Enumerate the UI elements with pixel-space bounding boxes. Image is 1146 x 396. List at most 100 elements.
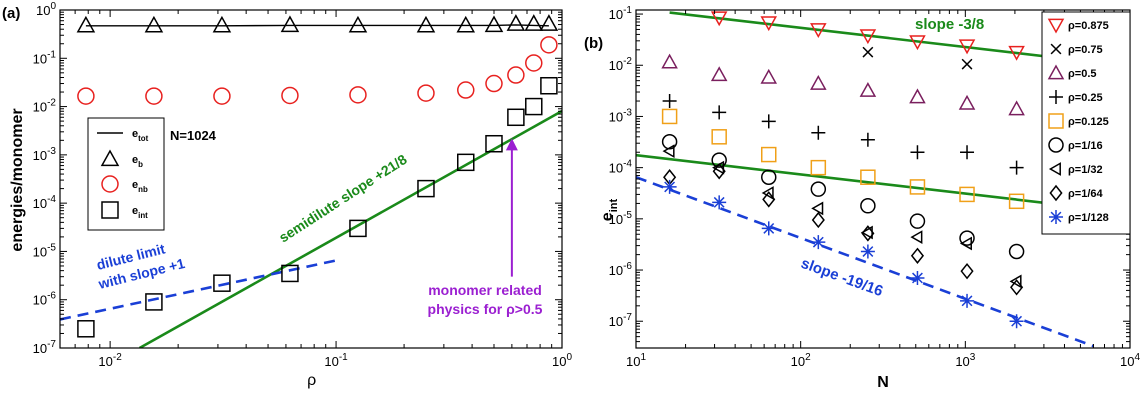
series-e-tot-line (85, 24, 549, 27)
y-axis-label: eint (599, 198, 620, 221)
legend-label: ρ=1/128 (1068, 212, 1109, 224)
legend-marker (101, 175, 119, 193)
fit-line (138, 109, 562, 348)
series-ρ=1/128-point (860, 244, 875, 259)
series-ρ=0.5-point (661, 53, 678, 69)
series-ρ=1/16-point (711, 152, 727, 168)
series-e-int-point (417, 179, 435, 198)
legend-marker (1047, 64, 1065, 80)
series-ρ=0.5-point (909, 88, 926, 104)
x-tick-label: 10-2 (98, 352, 122, 369)
series-e-nb-point (540, 36, 558, 54)
series-ρ=1/32-point (761, 186, 774, 200)
series-e-b-point (484, 15, 504, 33)
series-ρ=0.125-point (711, 129, 727, 145)
series-e-b-point (76, 15, 96, 33)
series-ρ=0.875-point (958, 39, 976, 55)
y-tick-label: 10-1 (609, 5, 633, 22)
slope-minus-19-16-label: slope -19/16 (799, 255, 886, 300)
plot-area (60, 14, 562, 348)
y-tick-label: 10-6 (33, 291, 57, 308)
y-tick-label: 10-3 (609, 107, 633, 124)
y-tick-label: 100 (36, 1, 56, 18)
series-ρ=0.25-point (761, 114, 776, 129)
series-ρ=1/16-point (909, 213, 926, 229)
legend-box (87, 117, 165, 231)
series-ρ=1/128-point (662, 179, 677, 194)
series-e-int-point (77, 320, 95, 338)
series-ρ=0.125-point (661, 108, 678, 125)
series-e-nb-point (485, 74, 503, 93)
series-ρ=1/128-point (910, 270, 925, 285)
legend-marker (1048, 162, 1061, 176)
panel-label-b: (b) (584, 35, 603, 52)
series-ρ=1/32-point (910, 230, 923, 244)
series-e-int-point (507, 108, 525, 127)
series-ρ=0.875-point (859, 29, 877, 45)
series-ρ=0.875-point (810, 23, 827, 39)
legend-marker (1049, 184, 1063, 202)
series-ρ=0.125-point (909, 179, 926, 195)
series-e-nb-point (417, 84, 435, 102)
series-ρ=0.125-point (810, 159, 827, 176)
series-ρ=1/128-point (712, 195, 727, 210)
series-ρ=0.25-point (712, 105, 727, 120)
legend-label: etot (132, 128, 149, 143)
legend-label: ρ=0.875 (1068, 20, 1109, 32)
series-ρ=0.875-point (710, 11, 728, 27)
x-axis-label: N (877, 374, 889, 391)
series-ρ=1/128-point (1009, 314, 1024, 329)
x-tick-label: 104 (1120, 352, 1140, 369)
series-ρ=1/128-point (761, 221, 776, 236)
series-ρ=1/16-point (761, 169, 777, 185)
series-e-int-point (213, 274, 231, 292)
series-e-b-point (524, 14, 544, 31)
series-ρ=1/64-point (811, 211, 825, 229)
fit-line (60, 259, 337, 321)
series-ρ=1/64-point (712, 163, 726, 180)
legend-marker (1049, 210, 1063, 224)
series-ρ=1/64-point (1010, 279, 1024, 296)
legend-marker (101, 201, 119, 219)
series-ρ=1/32-point (811, 201, 824, 216)
series-ρ=1/64-point (861, 225, 875, 242)
legend-label: ρ=0.75 (1068, 44, 1103, 56)
series-ρ=0.25-point (910, 145, 925, 160)
semidilute-slope-label: semidilute slope +21/8 (276, 151, 410, 246)
series-ρ=0.125-point (959, 186, 975, 203)
series-ρ=0.5-point (710, 66, 728, 82)
series-ρ=1/32-point (1009, 274, 1022, 289)
x-tick-label: 100 (552, 352, 572, 369)
series-ρ=1/16-point (810, 181, 827, 197)
legend-marker (1048, 113, 1064, 129)
series-e-int-point (540, 76, 558, 95)
series-ρ=0.5-point (760, 68, 778, 84)
series-ρ=0.875-point (760, 16, 778, 32)
series-e-nb-point (213, 87, 231, 105)
series-ρ=1/16-point (860, 198, 876, 214)
series-ρ=0.25-point (860, 132, 875, 147)
series-ρ=1/16-point (959, 230, 975, 246)
legend-label: ρ=0.125 (1068, 116, 1109, 128)
series-ρ=1/32-point (662, 144, 675, 159)
series-ρ=1/128-point (811, 235, 826, 250)
series-e-b-point (212, 15, 232, 33)
series-e-b-point (416, 15, 436, 33)
series-e-nb-point (349, 86, 367, 104)
legend-label: ρ=1/64 (1068, 188, 1104, 200)
legend-label: eb (132, 154, 143, 169)
series-e-nb-point (525, 54, 543, 72)
y-tick-label: 10-2 (609, 56, 633, 73)
series-ρ=0.75-point (862, 46, 874, 58)
legend-title: N=1024 (170, 128, 217, 143)
series-e-nb-point (507, 66, 525, 84)
y-tick-label: 10-6 (609, 261, 633, 278)
y-tick-label: 10-4 (609, 159, 633, 176)
legend-marker (1050, 43, 1062, 55)
series-ρ=0.25-point (960, 145, 975, 160)
legend-marker (1048, 137, 1064, 153)
series-ρ=0.75-point (961, 58, 973, 70)
panel-b-interaction-energy-vs-chain-length: 101 102 103 104 10-7 10-6 10-5 10-4 10-3 10-2 10-1… (584, 5, 1140, 391)
annotation-text: physics for ρ>0.5 (428, 301, 543, 317)
